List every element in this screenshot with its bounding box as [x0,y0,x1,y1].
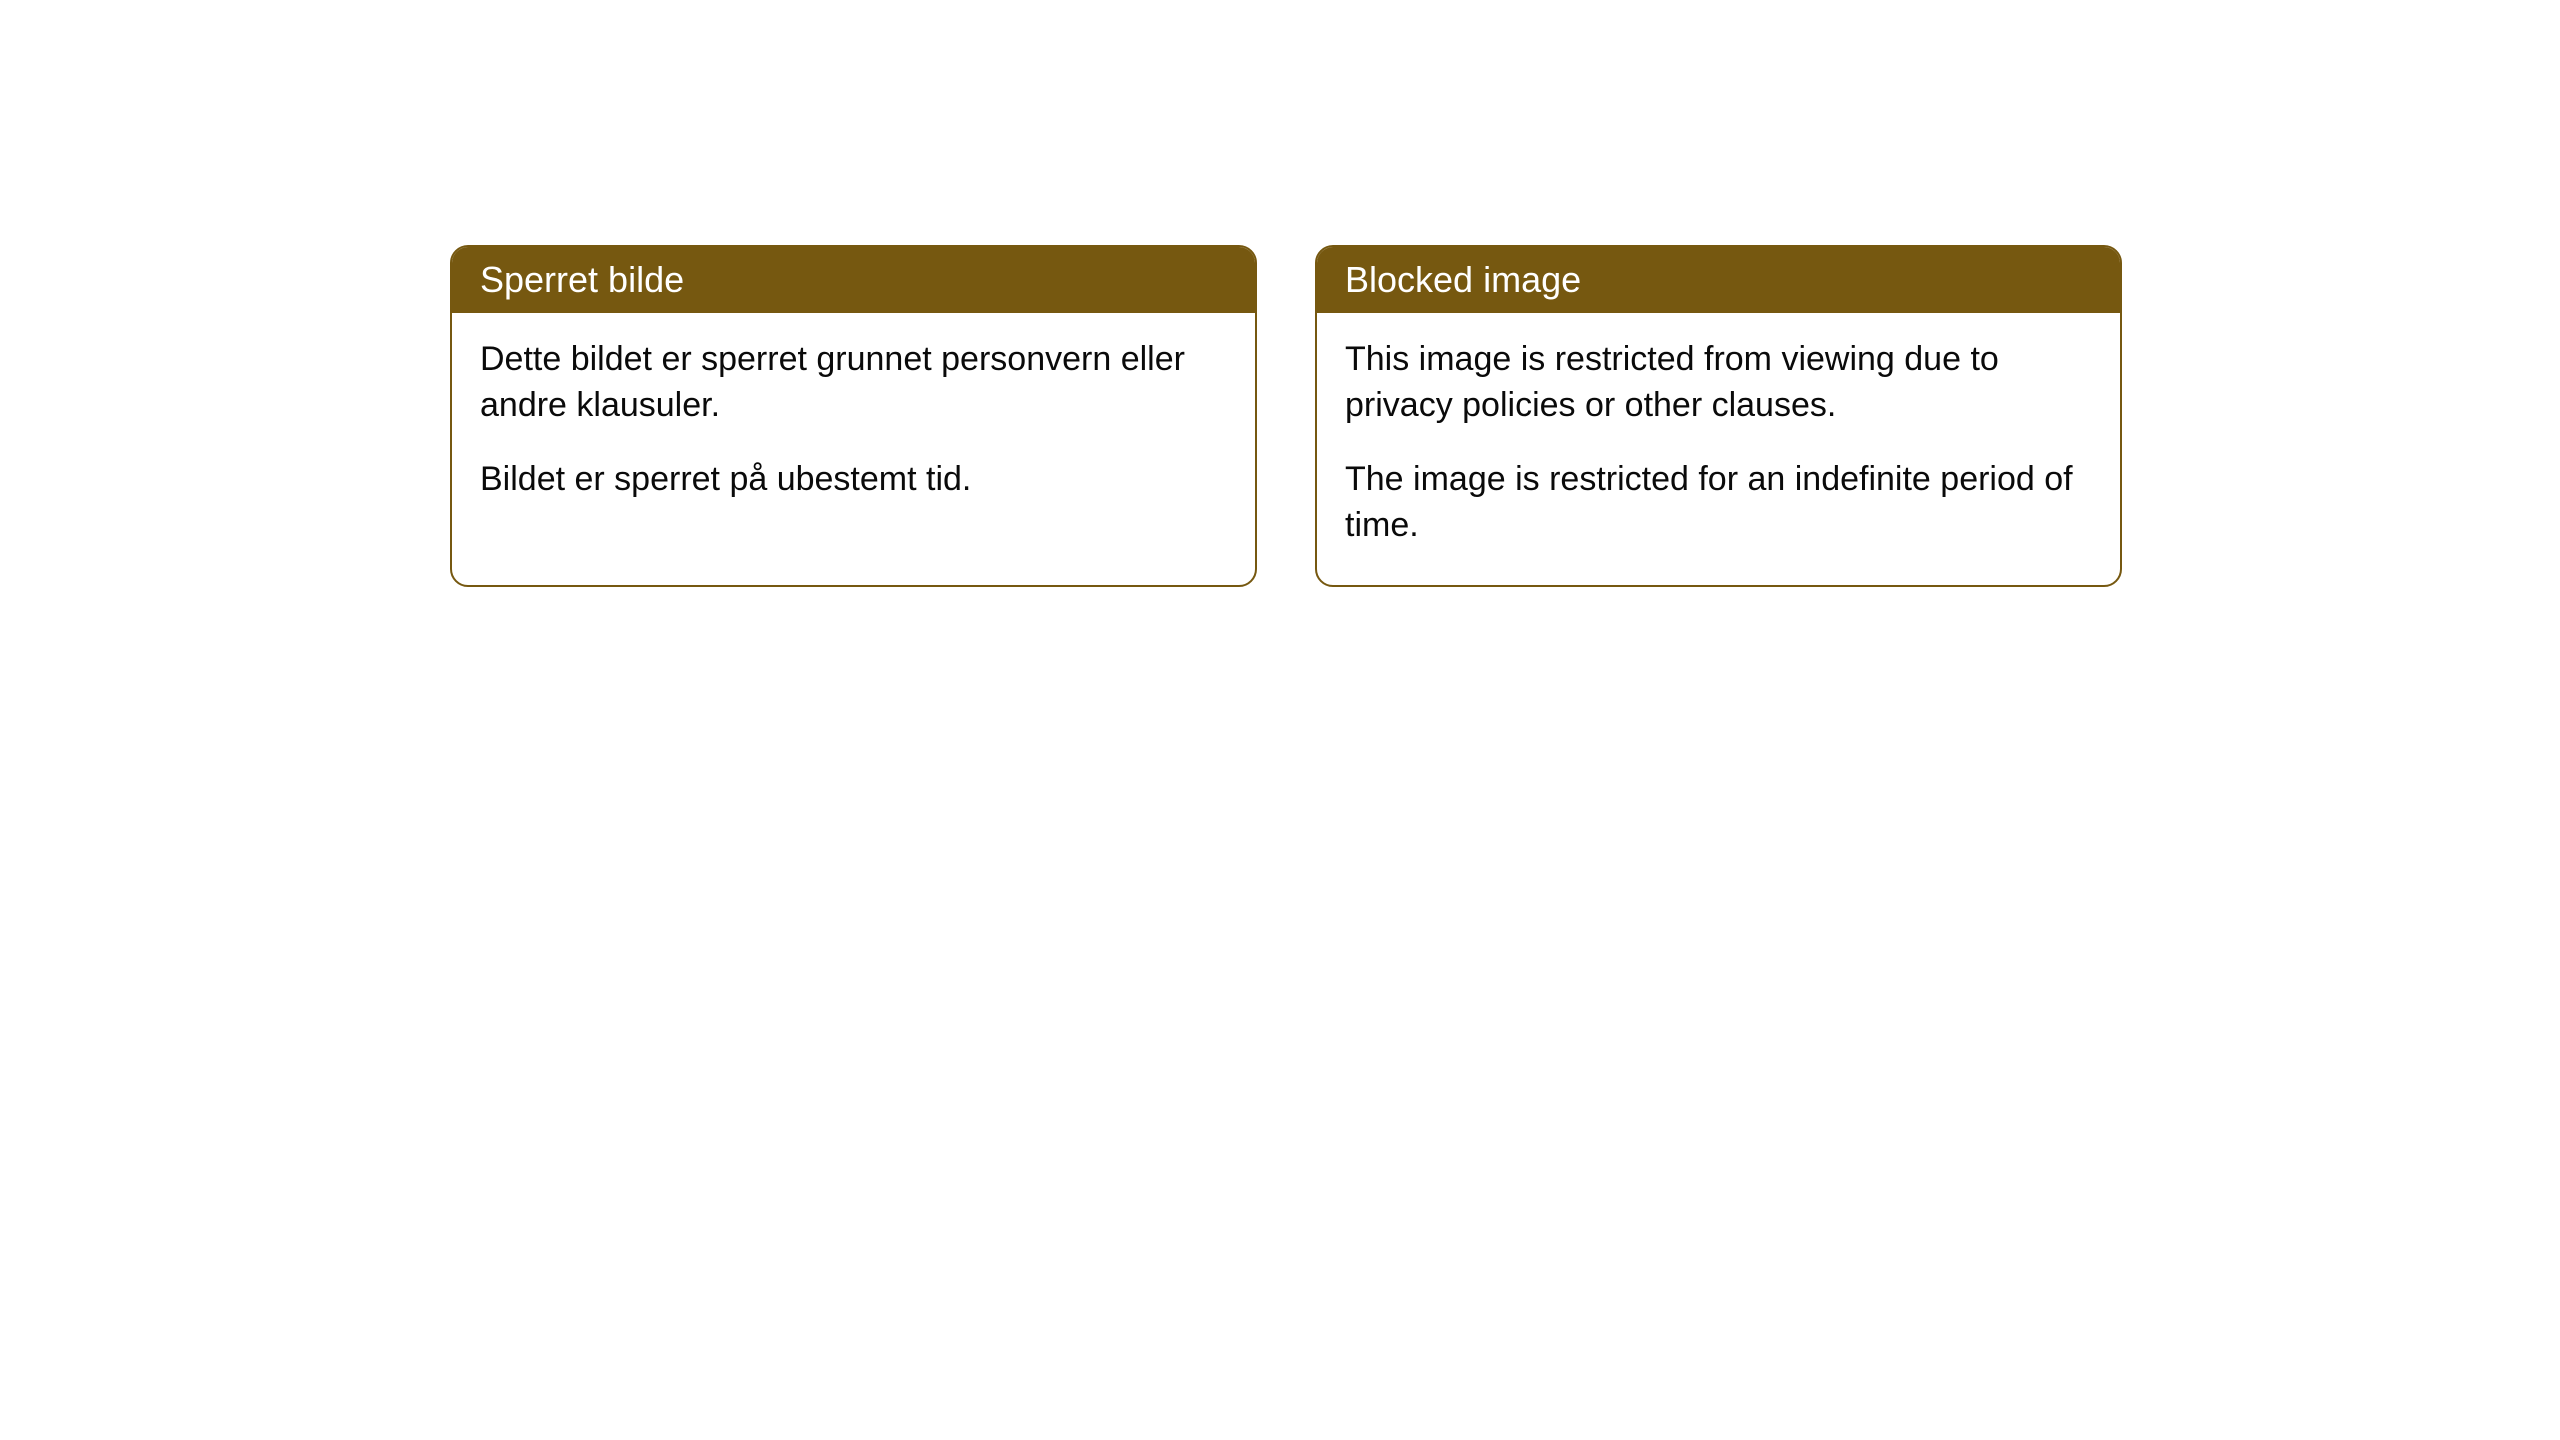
card-paragraph: Bildet er sperret på ubestemt tid. [480,457,1227,503]
notice-cards-container: Sperret bilde Dette bildet er sperret gr… [450,245,2560,587]
card-title: Sperret bilde [480,259,684,300]
card-header: Blocked image [1317,247,2120,313]
card-paragraph: This image is restricted from viewing du… [1345,337,2092,429]
notice-card-norwegian: Sperret bilde Dette bildet er sperret gr… [450,245,1257,587]
card-header: Sperret bilde [452,247,1255,313]
card-title: Blocked image [1345,259,1581,300]
card-paragraph: The image is restricted for an indefinit… [1345,457,2092,549]
notice-card-english: Blocked image This image is restricted f… [1315,245,2122,587]
card-body: Dette bildet er sperret grunnet personve… [452,313,1255,539]
card-paragraph: Dette bildet er sperret grunnet personve… [480,337,1227,429]
card-body: This image is restricted from viewing du… [1317,313,2120,585]
